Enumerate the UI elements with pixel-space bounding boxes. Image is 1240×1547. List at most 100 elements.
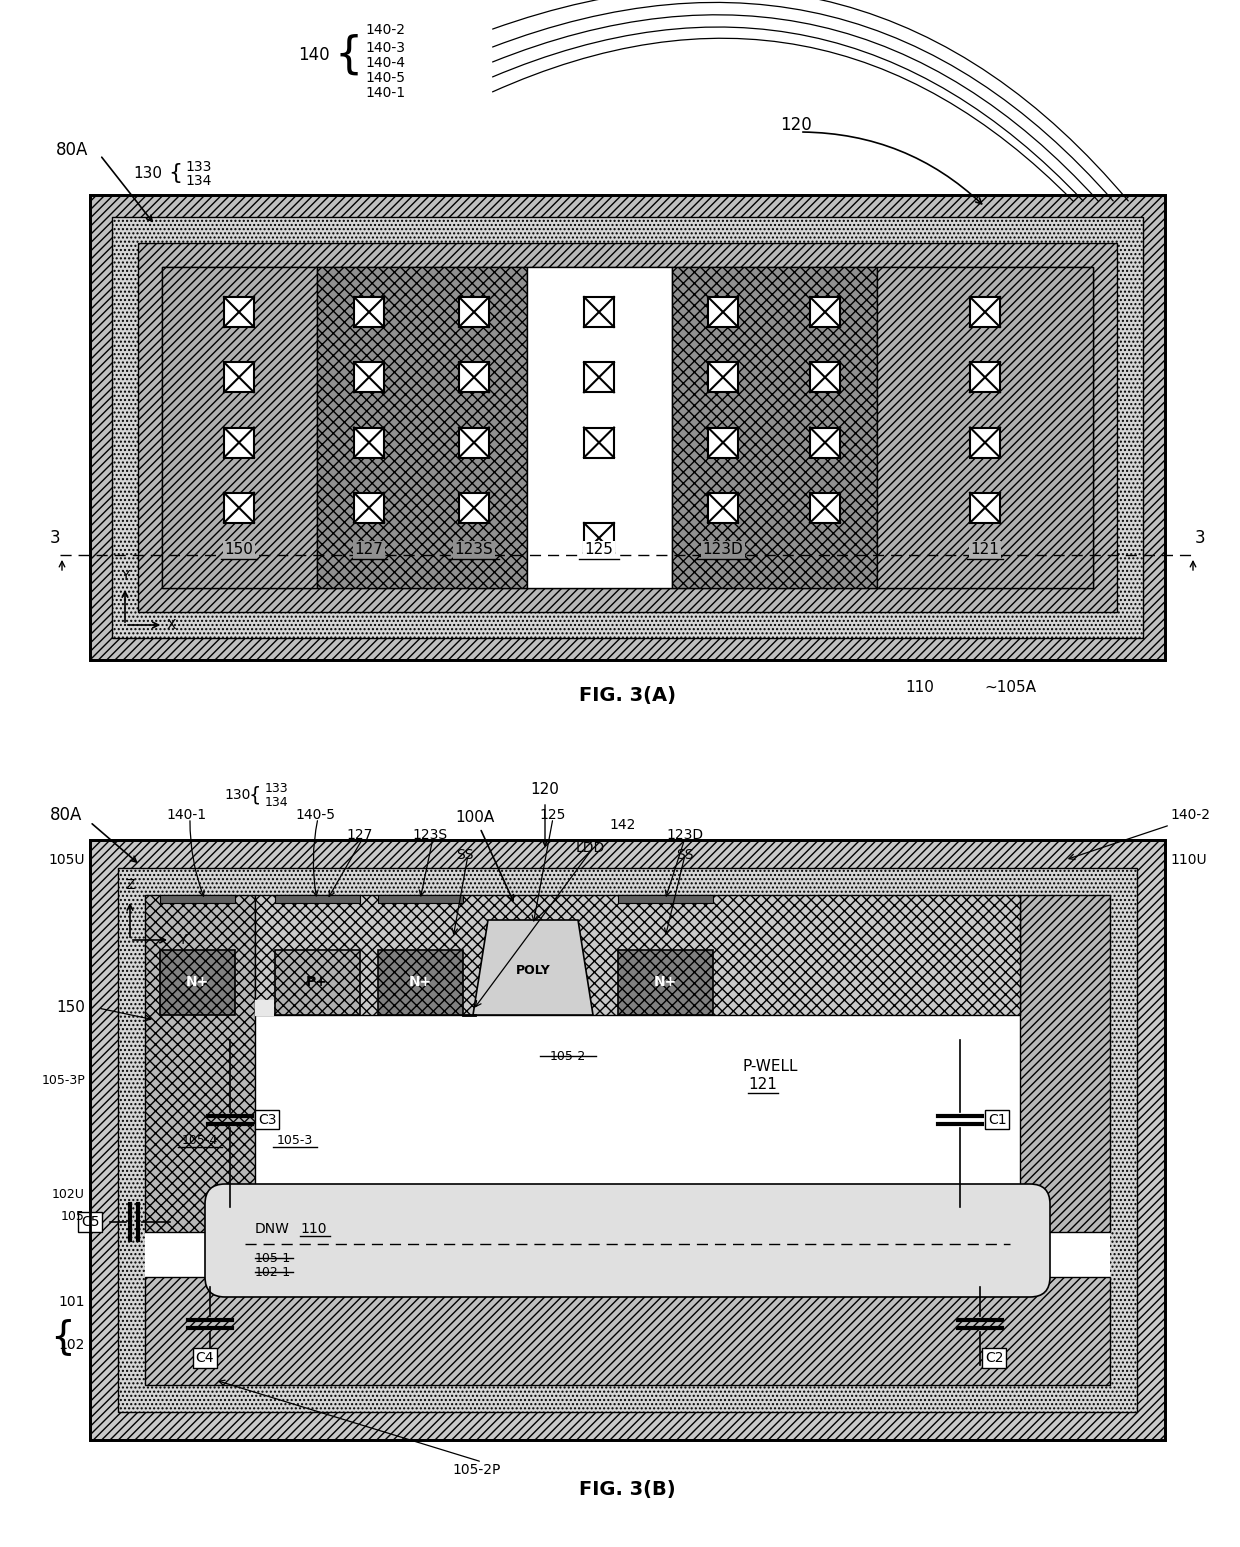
Text: C4: C4 xyxy=(196,1351,215,1364)
Text: 140-1: 140-1 xyxy=(166,808,206,821)
Text: 130: 130 xyxy=(133,166,162,181)
Text: P+: P+ xyxy=(306,975,327,989)
Bar xyxy=(145,1276,1110,1385)
Bar xyxy=(145,896,1110,1385)
Bar xyxy=(224,362,254,393)
Text: 105-2: 105-2 xyxy=(549,1050,587,1063)
Bar xyxy=(970,362,999,393)
Bar xyxy=(255,896,1021,1015)
Text: 105-2P: 105-2P xyxy=(453,1463,501,1477)
Bar xyxy=(584,297,614,326)
Bar xyxy=(160,950,236,1015)
Bar xyxy=(584,427,614,458)
Text: 80A: 80A xyxy=(56,141,88,159)
Text: 121: 121 xyxy=(748,1077,777,1092)
Bar xyxy=(91,840,1166,1440)
Text: 3: 3 xyxy=(50,529,61,548)
Bar xyxy=(708,362,738,393)
Text: 150: 150 xyxy=(224,543,253,557)
Text: 80A: 80A xyxy=(50,806,82,825)
Text: 133: 133 xyxy=(265,781,289,795)
Text: {: { xyxy=(167,162,182,183)
Text: 142: 142 xyxy=(610,818,636,832)
Polygon shape xyxy=(472,920,593,1015)
Bar xyxy=(618,896,713,903)
Text: LDD: LDD xyxy=(575,842,605,855)
Bar xyxy=(138,243,1117,613)
Bar xyxy=(877,268,1092,588)
Text: DNW: DNW xyxy=(255,1222,290,1236)
Text: 140-2: 140-2 xyxy=(365,23,405,37)
Text: 123S: 123S xyxy=(413,828,448,842)
Text: 140-5: 140-5 xyxy=(365,71,405,85)
Text: 101: 101 xyxy=(58,1295,86,1309)
Text: Y: Y xyxy=(179,933,186,947)
Text: ~105A: ~105A xyxy=(985,681,1035,695)
Bar xyxy=(459,427,489,458)
Bar xyxy=(970,493,999,523)
Bar xyxy=(459,362,489,393)
Text: 3: 3 xyxy=(1194,529,1205,548)
Text: 123D: 123D xyxy=(703,543,743,557)
Bar xyxy=(459,493,489,523)
Text: C2: C2 xyxy=(985,1351,1003,1364)
Bar xyxy=(91,195,1166,661)
Text: 125: 125 xyxy=(584,543,614,557)
FancyBboxPatch shape xyxy=(205,1183,1050,1296)
Text: 140-3: 140-3 xyxy=(365,42,405,56)
Text: 110: 110 xyxy=(300,1222,326,1236)
Text: FIG. 3(A): FIG. 3(A) xyxy=(579,685,676,704)
Bar xyxy=(224,427,254,458)
Text: FIG. 3(B): FIG. 3(B) xyxy=(579,1480,676,1499)
Text: 123D: 123D xyxy=(666,828,703,842)
Bar xyxy=(378,896,463,903)
Bar xyxy=(810,362,839,393)
Text: 140-5: 140-5 xyxy=(295,808,335,821)
Text: P-WELL: P-WELL xyxy=(743,1060,799,1074)
Text: 120: 120 xyxy=(531,783,559,798)
Text: 102: 102 xyxy=(58,1338,86,1352)
Text: 127: 127 xyxy=(355,543,383,557)
Text: N+: N+ xyxy=(408,975,432,989)
Text: {: { xyxy=(249,786,262,804)
Text: 140-4: 140-4 xyxy=(365,56,405,70)
Text: Y: Y xyxy=(120,569,129,583)
Bar xyxy=(527,268,672,588)
Text: N+: N+ xyxy=(653,975,677,989)
Bar xyxy=(618,950,713,1015)
Bar xyxy=(224,297,254,326)
Text: Z: Z xyxy=(125,879,135,893)
Bar xyxy=(1021,896,1110,1231)
Bar xyxy=(91,840,1166,1440)
Bar xyxy=(317,268,527,588)
Text: 127: 127 xyxy=(347,828,373,842)
Text: 102U: 102U xyxy=(52,1188,86,1200)
Text: 105-4: 105-4 xyxy=(182,1134,218,1146)
Text: C3: C3 xyxy=(258,1112,277,1126)
Bar xyxy=(584,523,614,552)
Text: X: X xyxy=(167,617,176,633)
Bar xyxy=(224,493,254,523)
Text: 105-1: 105-1 xyxy=(255,1252,291,1265)
Text: 105U: 105U xyxy=(48,852,86,866)
Text: 125: 125 xyxy=(539,808,567,821)
Bar xyxy=(353,297,384,326)
Text: N+: N+ xyxy=(185,975,208,989)
Text: C5: C5 xyxy=(81,1214,99,1228)
Text: {: { xyxy=(334,34,362,76)
Bar xyxy=(708,297,738,326)
Bar xyxy=(275,950,360,1015)
Text: 110U: 110U xyxy=(1171,852,1207,866)
Bar xyxy=(91,195,1166,661)
Text: 134: 134 xyxy=(185,173,211,189)
Bar xyxy=(353,493,384,523)
Bar xyxy=(810,427,839,458)
Bar xyxy=(275,896,360,903)
Text: SS: SS xyxy=(456,848,474,862)
Bar xyxy=(810,297,839,326)
Text: 105-3: 105-3 xyxy=(277,1134,314,1146)
Bar xyxy=(459,297,489,326)
Bar xyxy=(353,427,384,458)
Bar xyxy=(708,427,738,458)
Bar xyxy=(970,427,999,458)
